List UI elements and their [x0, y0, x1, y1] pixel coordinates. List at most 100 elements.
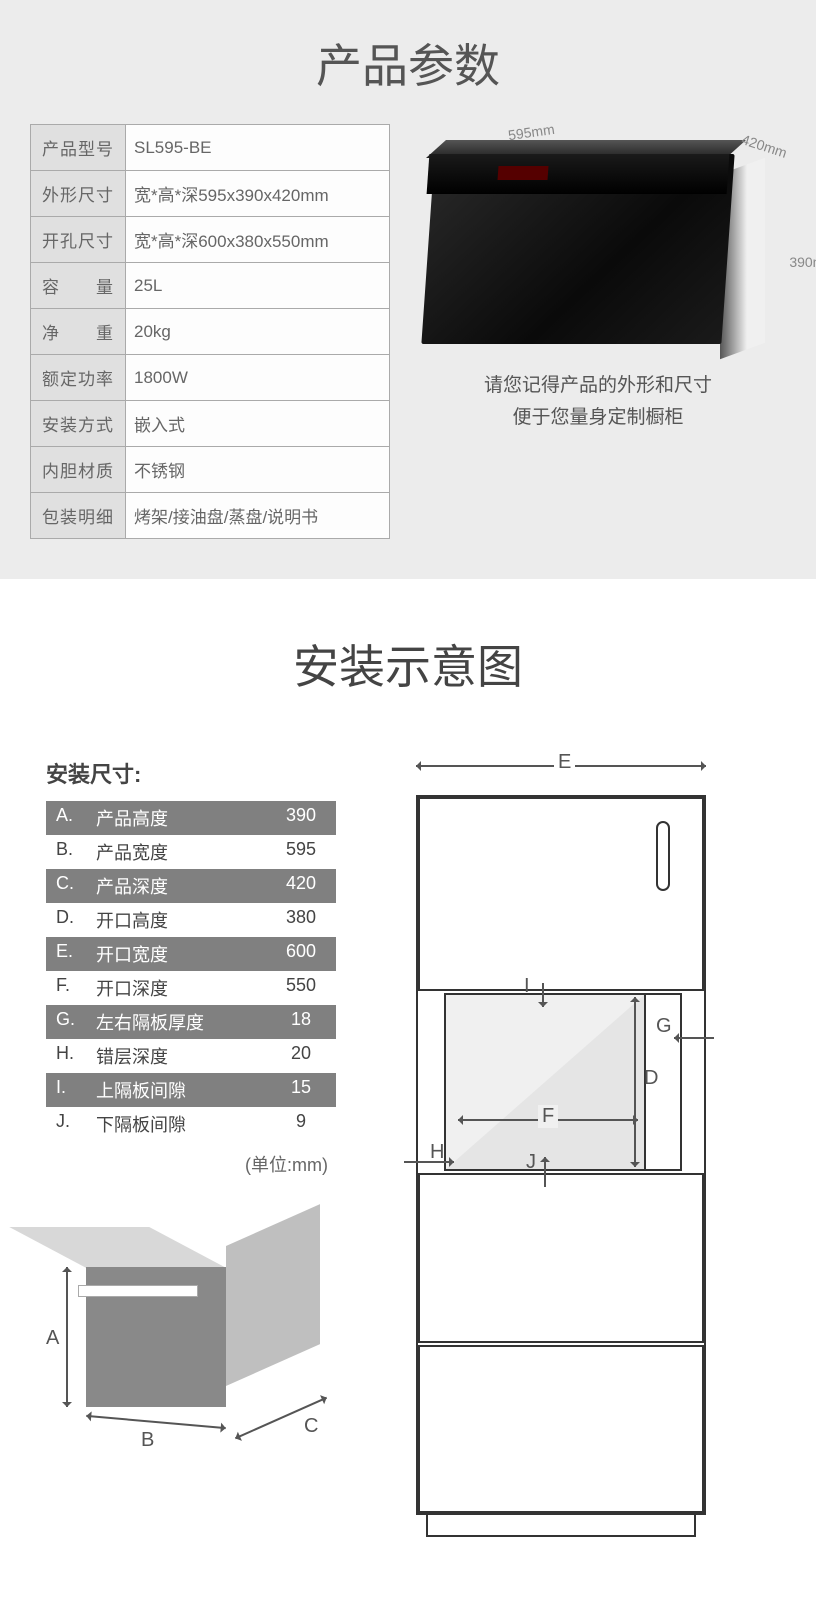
spec-val: 不锈钢	[126, 447, 390, 493]
dim-c3: 550	[266, 971, 336, 1005]
dim-c1: G.	[46, 1005, 96, 1039]
arrow-d	[634, 997, 636, 1167]
spec-key: 内胆材质	[31, 447, 126, 493]
dim-c2: 上隔板间隙	[96, 1073, 266, 1107]
spec-val: SL595-BE	[126, 125, 390, 171]
arrow-h	[404, 1161, 454, 1163]
spec-key: 产品型号	[31, 125, 126, 171]
spec-caption-1: 请您记得产品的外形和尺寸	[410, 370, 786, 402]
so-top	[9, 1227, 232, 1271]
dim-c1: D.	[46, 903, 96, 937]
dim-c3: 15	[266, 1073, 336, 1107]
dim-depth-label: 420mm	[740, 131, 789, 161]
spec-key: 开孔尺寸	[31, 217, 126, 263]
dim-c1: I.	[46, 1073, 96, 1107]
dim-c1: B.	[46, 835, 96, 869]
dim-c2: 产品深度	[96, 869, 266, 903]
arrow-i	[542, 983, 544, 1007]
spec-row: 内胆材质不锈钢	[31, 447, 390, 493]
spec-val: 1800W	[126, 355, 390, 401]
arrow-g	[674, 1037, 714, 1039]
install-dim-table: A.产品高度390B.产品宽度595C.产品深度420D.开口高度380E.开口…	[46, 801, 336, 1141]
spec-val: 烤架/接油盘/蒸盘/说明书	[126, 493, 390, 539]
label-c: C	[304, 1415, 318, 1438]
label-b: B	[141, 1429, 154, 1452]
spec-table: 产品型号SL595-BE外形尺寸宽*高*深595x390x420mm开孔尺寸宽*…	[30, 124, 390, 539]
dim-c3: 380	[266, 903, 336, 937]
cab-drawer-2	[418, 1345, 704, 1513]
spec-val: 嵌入式	[126, 401, 390, 447]
spec-row: 开孔尺寸宽*高*深600x380x550mm	[31, 217, 390, 263]
dim-row: I.上隔板间隙15	[46, 1073, 336, 1107]
cabinet-diagram: E D F G I J H	[386, 757, 726, 1537]
dim-c2: 下隔板间隙	[96, 1107, 266, 1141]
spec-row: 产品型号SL595-BE	[31, 125, 390, 171]
spec-val: 宽*高*深600x380x550mm	[126, 217, 390, 263]
oven-3d-diagram: A B C	[46, 1257, 336, 1457]
dim-c2: 开口高度	[96, 903, 266, 937]
spec-key: 净 重	[31, 309, 126, 355]
cab-top-handle	[656, 821, 670, 891]
dim-c1: F.	[46, 971, 96, 1005]
dim-c2: 开口深度	[96, 971, 266, 1005]
spec-image-wrap: 595mm 420mm 390mm 请您记得产品的外形和尺寸 便于您量身定制橱柜	[410, 124, 786, 435]
dim-c2: 开口宽度	[96, 937, 266, 971]
label-i: I	[524, 975, 530, 998]
dim-c3: 18	[266, 1005, 336, 1039]
spec-val: 20kg	[126, 309, 390, 355]
dim-row: J.下隔板间隙9	[46, 1107, 336, 1141]
dim-row: D.开口高度380	[46, 903, 336, 937]
dim-row: A.产品高度390	[46, 801, 336, 835]
spec-key: 容 量	[31, 263, 126, 309]
dim-height-label: 390mm	[789, 254, 816, 270]
install-left-col: 安装尺寸: A.产品高度390B.产品宽度595C.产品深度420D.开口高度3…	[36, 757, 346, 1457]
spec-val: 25L	[126, 263, 390, 309]
label-a: A	[46, 1327, 59, 1350]
dim-c3: 20	[266, 1039, 336, 1073]
arrow-a	[66, 1267, 68, 1407]
spec-section: 产品参数 产品型号SL595-BE外形尺寸宽*高*深595x390x420mm开…	[0, 0, 816, 579]
label-h: H	[430, 1141, 444, 1164]
so-handle	[78, 1285, 198, 1297]
label-f: F	[538, 1105, 558, 1128]
spec-content-row: 产品型号SL595-BE外形尺寸宽*高*深595x390x420mm开孔尺寸宽*…	[30, 124, 786, 539]
so-side	[226, 1204, 320, 1386]
label-d: D	[644, 1067, 658, 1090]
dim-row: G.左右隔板厚度18	[46, 1005, 336, 1039]
dim-c3: 600	[266, 937, 336, 971]
arrow-j	[544, 1157, 546, 1187]
dim-row: H.错层深度20	[46, 1039, 336, 1073]
arrow-b	[86, 1415, 226, 1429]
dim-c1: H.	[46, 1039, 96, 1073]
dim-c3: 9	[266, 1107, 336, 1141]
cab-slot-back	[446, 995, 644, 1169]
cab-base	[426, 1515, 696, 1537]
install-subtitle: 安装尺寸:	[46, 757, 346, 789]
spec-row: 安装方式嵌入式	[31, 401, 390, 447]
dim-c3: 595	[266, 835, 336, 869]
dim-c1: E.	[46, 937, 96, 971]
cab-drawer-1	[418, 1173, 704, 1343]
label-g: G	[656, 1015, 672, 1038]
spec-caption-2: 便于您量身定制橱柜	[410, 402, 786, 434]
dim-c3: 390	[266, 801, 336, 835]
oven-photo-illustration: 595mm 420mm 390mm	[418, 124, 778, 354]
install-section: 安装示意图 安装尺寸: A.产品高度390B.产品宽度595C.产品深度420D…	[0, 579, 816, 1597]
dim-c1: J.	[46, 1107, 96, 1141]
spec-key: 包装明细	[31, 493, 126, 539]
install-content-row: 安装尺寸: A.产品高度390B.产品宽度595C.产品深度420D.开口高度3…	[36, 757, 780, 1537]
label-j: J	[526, 1151, 536, 1174]
spec-val: 宽*高*深595x390x420mm	[126, 171, 390, 217]
install-title: 安装示意图	[36, 631, 780, 697]
dim-c2: 产品高度	[96, 801, 266, 835]
dim-row: E.开口宽度600	[46, 937, 336, 971]
oven-display	[498, 166, 549, 180]
dim-c1: C.	[46, 869, 96, 903]
spec-row: 包装明细烤架/接油盘/蒸盘/说明书	[31, 493, 390, 539]
dim-c1: A.	[46, 801, 96, 835]
dim-row: F.开口深度550	[46, 971, 336, 1005]
label-e: E	[554, 751, 575, 774]
install-unit: (单位:mm)	[36, 1151, 328, 1177]
spec-row: 净 重20kg	[31, 309, 390, 355]
dim-c2: 左右隔板厚度	[96, 1005, 266, 1039]
